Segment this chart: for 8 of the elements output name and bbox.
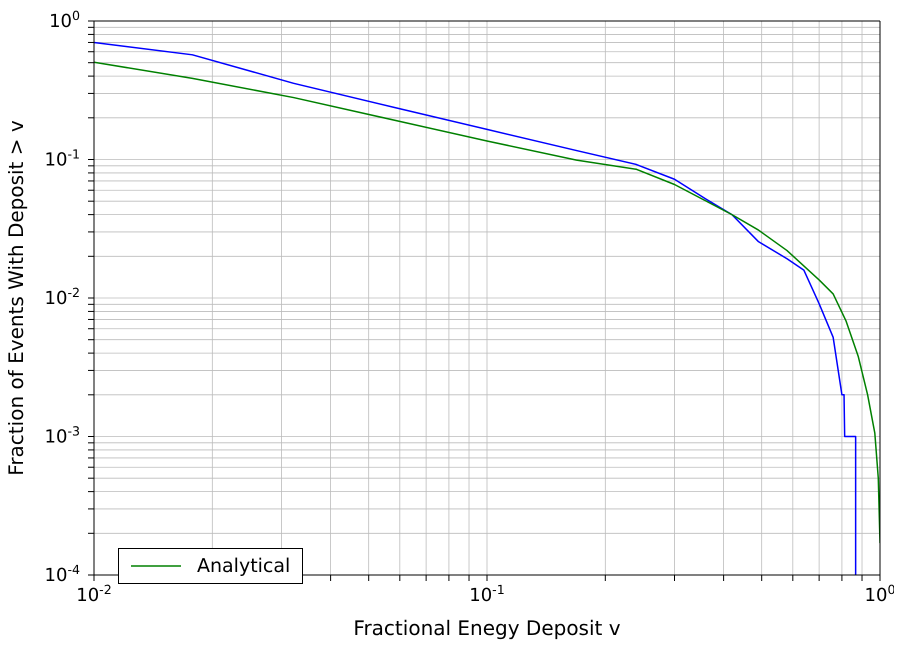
y-tick-label: 10$^{-2}$ xyxy=(44,284,80,309)
y-tick-label: 10$^{-1}$ xyxy=(44,146,80,170)
legend-label: Analytical xyxy=(197,555,290,577)
x-axis-title: Fractional Enegy Deposit v xyxy=(353,616,621,640)
y-tick-label: 10$^{-3}$ xyxy=(44,423,80,448)
y-tick-label: 10$^{0}$ xyxy=(49,8,80,32)
x-tick-label: 10$^{-1}$ xyxy=(469,582,505,606)
y-axis-title: Fraction of Events With Deposit > v xyxy=(4,120,28,476)
